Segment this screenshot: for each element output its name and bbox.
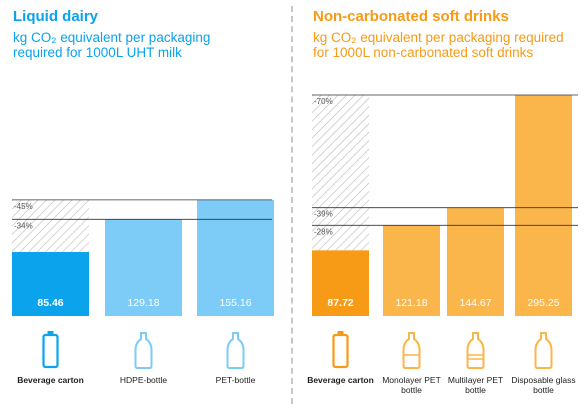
- dairy-subtitle: kg CO₂ equivalent per packaging required…: [13, 30, 211, 60]
- pet-bottle-icon: [226, 332, 245, 369]
- bar-value-label: 155.16: [219, 297, 251, 309]
- reduction-label: -34%: [14, 221, 33, 230]
- bar-value-label: 85.46: [37, 297, 63, 309]
- category-label: Multilayer PET bottle: [447, 375, 504, 395]
- bar: [12, 252, 89, 316]
- carton-icon: [332, 331, 349, 369]
- dairy-title: Liquid dairy: [13, 8, 99, 25]
- reduction-hatch: [12, 199, 89, 253]
- chart-1: 87.72 121.18 144.67 295.25 -70% -39% -28%: [312, 94, 578, 369]
- reduction-label: -45%: [14, 202, 33, 211]
- carton-body: [42, 333, 59, 369]
- category-label: Monolayer PET bottle: [382, 375, 441, 395]
- bar: [447, 207, 504, 316]
- carton-icon: [42, 331, 59, 369]
- bar: [105, 219, 182, 316]
- panel-divider: [291, 6, 293, 404]
- category-label: Disposable glass bottle: [511, 375, 576, 395]
- multilayer-pet-bottle-icon: [466, 332, 485, 369]
- chart-0: 85.46 129.18 155.16 -45% -34%: [12, 199, 274, 369]
- carton-body: [332, 333, 349, 369]
- category-label: HDPE-bottle: [119, 375, 168, 385]
- bar: [312, 250, 369, 316]
- category-label: Beverage carton: [17, 375, 84, 385]
- category-label: PET-bottle: [215, 375, 256, 385]
- reduction-label: -28%: [314, 227, 333, 236]
- bar-value-label: 121.18: [395, 297, 427, 309]
- soft-drinks-title: Non-carbonated soft drinks: [313, 8, 509, 25]
- bar-value-label: 144.67: [459, 297, 491, 309]
- monolayer-pet-bottle-icon: [402, 332, 421, 369]
- reduction-hatch: [312, 95, 369, 251]
- bar-value-label: 87.72: [327, 297, 353, 309]
- hdpe-bottle-icon: [134, 332, 153, 369]
- reduction-label: -70%: [314, 97, 333, 106]
- bar: [383, 225, 440, 316]
- category-label: Beverage carton: [307, 375, 374, 385]
- reduction-label: -39%: [314, 210, 333, 219]
- bar-value-label: 295.25: [527, 297, 559, 309]
- bar: [515, 95, 572, 316]
- glass-bottle-icon: [534, 332, 553, 369]
- bar-value-label: 129.18: [127, 297, 159, 309]
- soft-drinks-subtitle: kg CO₂ equivalent per packaging required…: [313, 30, 564, 60]
